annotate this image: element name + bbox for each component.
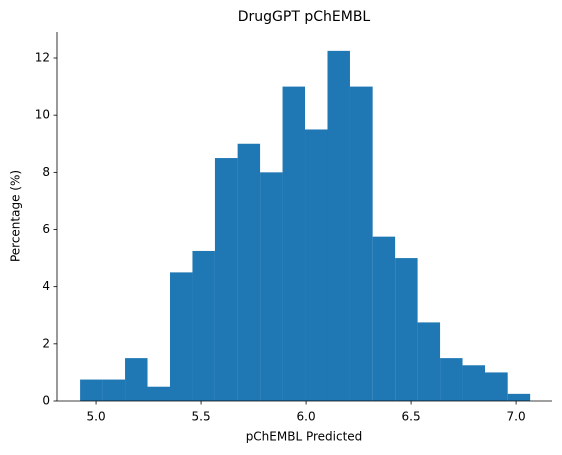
y-tick-label: 10 xyxy=(35,108,50,122)
chart-title: DrugGPT pChEMBL xyxy=(238,9,371,25)
x-tick-label: 6.0 xyxy=(297,410,316,424)
bar xyxy=(349,86,373,402)
x-axis-label: pChEMBL Predicted xyxy=(246,430,363,444)
x-tick-label: 7.0 xyxy=(507,410,526,424)
x-tick-label: 5.5 xyxy=(192,410,211,424)
y-tick-label: 0 xyxy=(42,394,50,408)
bar xyxy=(462,365,486,401)
bar xyxy=(192,250,215,401)
bar xyxy=(417,322,441,401)
bar xyxy=(102,379,126,401)
y-tick-label: 6 xyxy=(42,222,50,236)
bar xyxy=(80,379,103,401)
bar xyxy=(327,50,350,402)
y-tick-label: 8 xyxy=(42,165,50,179)
x-tick-label: 5.0 xyxy=(87,410,106,424)
y-tick-label: 12 xyxy=(35,51,50,65)
bar xyxy=(237,143,261,401)
bar xyxy=(125,358,148,401)
y-tick-label: 2 xyxy=(42,336,50,350)
bar xyxy=(282,86,306,402)
bar xyxy=(260,172,283,401)
bar xyxy=(507,393,531,401)
x-tick-label: 6.5 xyxy=(402,410,421,424)
bar xyxy=(214,158,238,401)
bar xyxy=(440,358,463,401)
y-axis-label: Percentage (%) xyxy=(9,170,23,262)
bar xyxy=(169,272,193,401)
bar xyxy=(485,372,508,401)
bar xyxy=(147,386,170,401)
y-tick-label: 4 xyxy=(42,279,50,293)
bar xyxy=(305,129,328,401)
bar xyxy=(395,258,418,401)
bar xyxy=(372,236,396,401)
